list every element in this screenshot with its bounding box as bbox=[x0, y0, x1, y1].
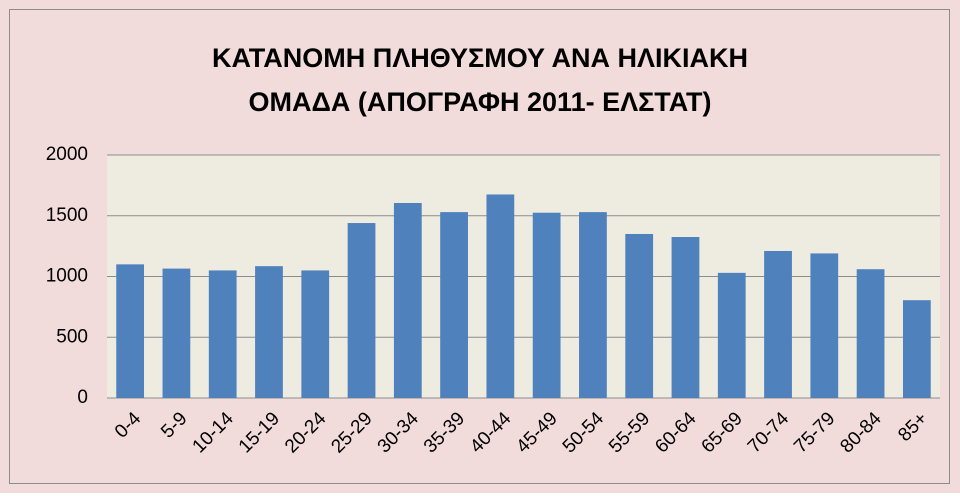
y-tick-label: 0 bbox=[77, 387, 88, 408]
bar bbox=[717, 272, 746, 398]
bar bbox=[347, 223, 376, 398]
bar bbox=[162, 268, 191, 398]
chart-title: ΟΜΑΔΑ (ΑΠΟΓΡΑΦΗ 2011- ΕΛΣΤΑΤ) bbox=[248, 87, 711, 117]
bar bbox=[810, 253, 839, 398]
chart-title: ΚΑΤΑΝΟΜΗ ΠΛΗΘΥΣΜΟΥ ΑΝΑ ΗΛΙΚΙΑΚΗ bbox=[212, 43, 748, 73]
bar bbox=[208, 270, 237, 398]
y-tick-label: 1500 bbox=[46, 205, 88, 226]
bar bbox=[671, 237, 700, 398]
bar bbox=[625, 233, 654, 398]
bar bbox=[116, 264, 145, 398]
bar bbox=[579, 212, 607, 398]
bar bbox=[856, 269, 885, 398]
bar bbox=[393, 202, 422, 398]
y-tick-label: 500 bbox=[56, 326, 88, 347]
y-tick-label: 2000 bbox=[46, 144, 88, 165]
bar bbox=[764, 250, 792, 398]
bar bbox=[440, 212, 468, 398]
y-tick-label: 1000 bbox=[46, 266, 88, 287]
bar bbox=[532, 212, 561, 398]
bar bbox=[255, 266, 283, 398]
bar bbox=[486, 194, 515, 398]
chart-border bbox=[9, 9, 950, 484]
bar bbox=[301, 270, 330, 398]
bar bbox=[902, 300, 931, 398]
